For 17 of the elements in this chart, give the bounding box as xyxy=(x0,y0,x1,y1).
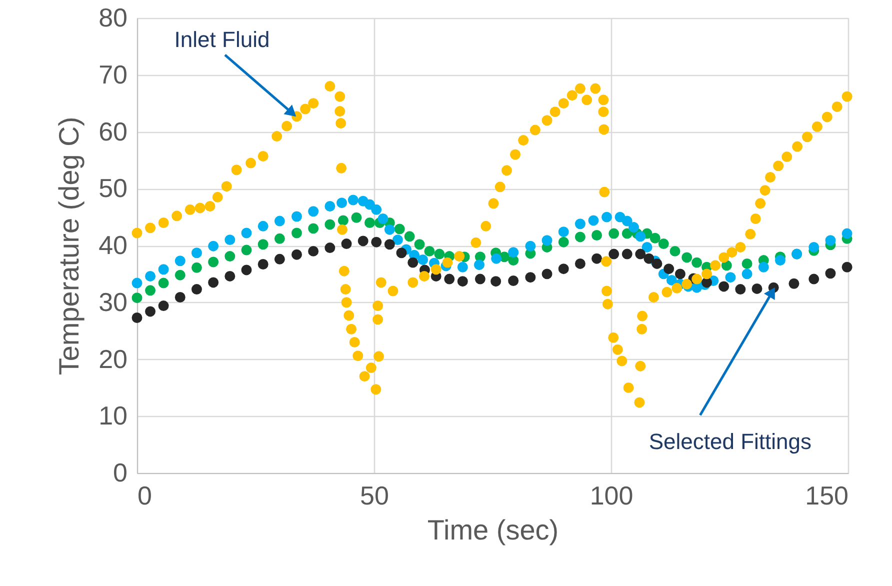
y-tick-label: 70 xyxy=(98,59,128,90)
y-tick-label: 50 xyxy=(98,173,128,204)
x-axis-title: Time (sec) xyxy=(427,514,559,546)
y-axis-title: Temperature (deg C) xyxy=(54,116,85,376)
y-tick-label: 60 xyxy=(98,116,128,146)
x-tick-label: 150 xyxy=(805,480,848,510)
annotation: Inlet Fluid xyxy=(174,26,270,52)
y-tick-label: 80 xyxy=(98,2,128,32)
y-tick-label: 30 xyxy=(98,286,128,317)
x-tick-label: 100 xyxy=(590,480,634,510)
y-tick-label: 0 xyxy=(113,458,128,488)
x-tick-label: 50 xyxy=(360,480,389,510)
x-tick-label: 0 xyxy=(138,480,152,510)
annotation: Selected Fittings xyxy=(648,429,812,454)
y-tick-label: 20 xyxy=(98,344,128,374)
y-tick-label: 10 xyxy=(98,400,128,431)
y-tick-label: 40 xyxy=(98,230,128,260)
